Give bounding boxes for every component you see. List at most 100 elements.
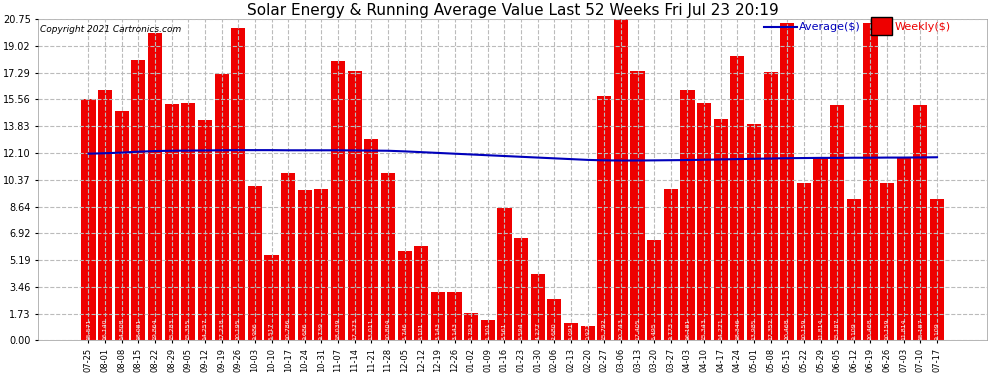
Bar: [347, 71, 361, 340]
Bar: [331, 61, 346, 340]
Text: 10.786: 10.786: [286, 318, 291, 339]
Text: 1.301: 1.301: [485, 322, 490, 339]
Bar: [81, 99, 96, 340]
Text: 18.039: 18.039: [336, 318, 341, 339]
Bar: [930, 199, 944, 340]
Bar: [731, 56, 744, 340]
Text: 20.195: 20.195: [236, 318, 241, 339]
Text: 16.140: 16.140: [103, 318, 108, 339]
Text: 17.405: 17.405: [635, 318, 641, 339]
Text: 9.986: 9.986: [252, 322, 257, 339]
Bar: [697, 103, 711, 340]
Text: 14.808: 14.808: [119, 318, 125, 339]
Text: 10.804: 10.804: [385, 318, 390, 339]
Bar: [115, 111, 129, 340]
Text: 11.814: 11.814: [901, 318, 906, 339]
Text: 19.864: 19.864: [152, 318, 157, 339]
Text: 9.109: 9.109: [851, 322, 856, 339]
Text: 15.283: 15.283: [169, 318, 174, 339]
Bar: [614, 19, 628, 340]
Text: 17.352: 17.352: [768, 318, 773, 339]
Text: 5.517: 5.517: [269, 322, 274, 339]
Text: 18.346: 18.346: [735, 318, 740, 339]
Bar: [447, 292, 461, 340]
Text: 20.743: 20.743: [619, 318, 624, 339]
Text: 1.091: 1.091: [568, 322, 573, 339]
Bar: [248, 186, 262, 340]
Text: 15.355: 15.355: [186, 318, 191, 339]
Bar: [880, 183, 894, 340]
Bar: [381, 173, 395, 340]
Bar: [597, 96, 612, 340]
Text: 8.561: 8.561: [502, 322, 507, 339]
Text: 18.081: 18.081: [136, 318, 141, 339]
Bar: [215, 74, 229, 340]
Bar: [863, 23, 877, 341]
Text: Weekly($): Weekly($): [894, 22, 950, 32]
Text: 9.109: 9.109: [935, 322, 940, 339]
Text: 9.773: 9.773: [668, 321, 673, 339]
Text: 16.181: 16.181: [685, 318, 690, 339]
Bar: [464, 312, 478, 340]
Bar: [564, 323, 578, 340]
Bar: [714, 119, 728, 340]
Bar: [831, 105, 844, 340]
Text: 6.495: 6.495: [651, 322, 656, 339]
Text: 14.271: 14.271: [718, 318, 724, 339]
Bar: [198, 120, 212, 340]
Bar: [846, 199, 861, 340]
Bar: [98, 90, 112, 340]
Bar: [631, 71, 644, 341]
Text: 15.187: 15.187: [835, 318, 840, 339]
Bar: [364, 139, 378, 340]
Text: 9.686: 9.686: [302, 322, 307, 339]
Bar: [398, 251, 412, 340]
Bar: [264, 255, 278, 340]
Text: 13.011: 13.011: [369, 318, 374, 339]
Text: 10.159: 10.159: [802, 318, 807, 339]
Bar: [897, 158, 911, 340]
Bar: [531, 274, 544, 340]
Bar: [315, 189, 329, 340]
Text: 0.921: 0.921: [585, 322, 590, 339]
Bar: [647, 240, 661, 340]
Text: 15.343: 15.343: [702, 318, 707, 339]
Text: 15.792: 15.792: [602, 318, 607, 339]
Bar: [814, 158, 828, 340]
Text: 6.101: 6.101: [419, 322, 424, 339]
Text: 17.218: 17.218: [219, 318, 224, 339]
Text: 13.985: 13.985: [751, 318, 756, 339]
Text: 5.746: 5.746: [402, 322, 407, 339]
Text: 1.793: 1.793: [468, 322, 473, 339]
Bar: [763, 72, 778, 341]
Text: 20.468: 20.468: [868, 318, 873, 339]
Text: 9.739: 9.739: [319, 321, 324, 339]
Bar: [414, 246, 429, 340]
Bar: [780, 23, 794, 341]
Text: 11.814: 11.814: [818, 318, 823, 339]
Bar: [746, 124, 761, 340]
Text: 2.680: 2.680: [551, 322, 556, 339]
Text: 6.594: 6.594: [519, 322, 524, 339]
Bar: [680, 90, 695, 340]
Text: 4.277: 4.277: [536, 321, 541, 339]
Bar: [481, 320, 495, 340]
Bar: [797, 183, 811, 340]
Text: 20.468: 20.468: [785, 318, 790, 339]
Text: 17.373: 17.373: [352, 318, 357, 339]
Text: 10.159: 10.159: [885, 318, 890, 339]
Bar: [547, 299, 561, 340]
Text: Copyright 2021 Cartronics.com: Copyright 2021 Cartronics.com: [41, 26, 181, 34]
Text: 15.187: 15.187: [918, 318, 923, 339]
Bar: [914, 105, 928, 340]
Text: Average($): Average($): [799, 22, 861, 32]
Bar: [132, 60, 146, 340]
Text: 14.257: 14.257: [203, 318, 208, 339]
Bar: [663, 189, 678, 340]
Bar: [148, 33, 162, 340]
Bar: [298, 190, 312, 340]
Bar: [497, 208, 512, 340]
Text: 3.143: 3.143: [436, 322, 441, 339]
Bar: [281, 173, 295, 340]
Bar: [431, 292, 445, 340]
